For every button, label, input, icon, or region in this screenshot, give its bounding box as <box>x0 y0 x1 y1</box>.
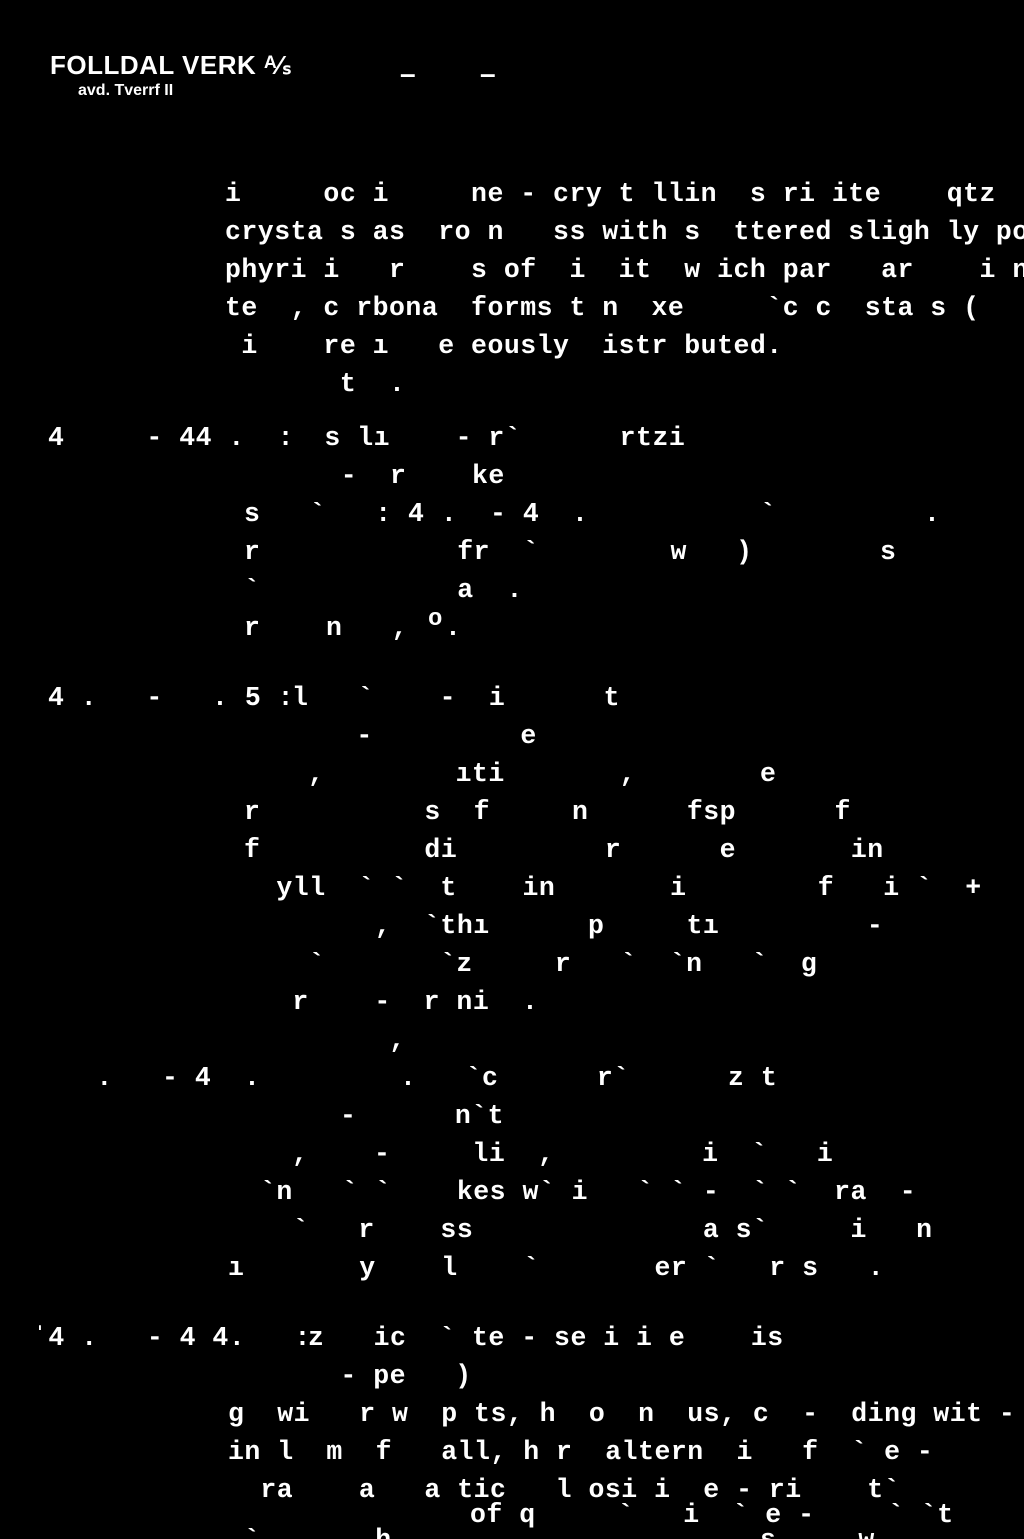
sec4-l3: g wi r w p ts, h o n us, c - ding wit - <box>228 1399 1015 1429</box>
sec3-l6: ı y l ` er ` r s . <box>228 1253 884 1283</box>
department-name: avd. Tverrf II <box>78 82 173 100</box>
sec2-l5: f di r e in <box>244 835 884 865</box>
sec4-l7-right: s, w <box>760 1525 875 1539</box>
sec3-l1: . `c r` z t <box>400 1063 777 1093</box>
sec1-l5: ` a . <box>244 575 523 605</box>
sec1-l2: - r ke <box>308 461 505 491</box>
sec3-l5: ` r ss a s` i n <box>260 1215 933 1245</box>
sec2-l2: - e <box>340 721 537 751</box>
sec1-l4-right: s <box>880 537 896 567</box>
sec1-ofrac: o <box>428 606 442 633</box>
sec1-l6-dot: . <box>445 613 461 643</box>
sec3-l3: , - li , i ` i <box>292 1139 833 1169</box>
sec1-l4-left: r fr ` w ) <box>244 537 752 567</box>
sec1-l6-left: r n , <box>244 613 408 643</box>
sec2-l1: l ` - i t <box>292 683 620 713</box>
sec1-l3-right: ` . <box>760 499 940 529</box>
sec3-label: . - 4 . <box>80 1063 260 1093</box>
sec2-l3-left: , ıti , <box>308 759 636 789</box>
para1: i oc i ne - cry t llin s ri ite qtz crys… <box>225 175 1024 403</box>
sec1-l3-left: s ` : 4 . - 4 . <box>244 499 588 529</box>
sec2-l6: yll ` ` t in i f i ` + <box>260 873 982 903</box>
sec3-l2: - n`t <box>340 1101 504 1131</box>
header-dash-1: – <box>400 58 416 90</box>
sec4-l6-left: of q ` i ` e - <box>388 1500 814 1530</box>
sec2-l9: r - r ni . <box>276 987 538 1017</box>
sec2-l3-right: e <box>760 759 776 789</box>
sec4-l7-left: ` h <box>244 1525 392 1539</box>
header-dash-2: – <box>480 58 496 90</box>
sec1-label: 4 - 44 . : <box>48 423 294 453</box>
sec4-l4: in l m f all, h r altern i f ` e - <box>228 1437 933 1467</box>
sec4-l1: z ic ` te - se i i e is <box>308 1323 784 1353</box>
sec2-l7: , `thı p tı - <box>260 911 883 941</box>
sec3-l4: `n ` ` kes w` i ` ` - ` ` ra - <box>260 1177 916 1207</box>
sec4-label: ˈ4 . - 4 4. : <box>32 1323 311 1353</box>
company-name: FOLLDAL VERK ᴬ⁄ₛ <box>50 50 292 81</box>
sec4-l2: - pe ) <box>324 1361 472 1391</box>
sec2-l10: , <box>340 1025 406 1055</box>
sec2-l8: ` `z r ` `n ` g <box>276 949 817 979</box>
sec4-l6-right: ` `t <box>888 1500 954 1530</box>
sec2-l4: r s f n fsp f <box>244 797 851 827</box>
sec2-label: 4 . - . 5 : <box>48 683 294 713</box>
sec1-l1: s lı - r` rtzi <box>308 423 685 453</box>
